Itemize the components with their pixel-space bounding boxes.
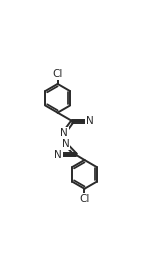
Text: N: N — [86, 116, 94, 126]
Text: Cl: Cl — [79, 194, 90, 204]
Text: N: N — [54, 150, 62, 160]
Text: Cl: Cl — [52, 69, 63, 79]
Text: N: N — [62, 139, 70, 149]
Text: N: N — [60, 128, 68, 138]
